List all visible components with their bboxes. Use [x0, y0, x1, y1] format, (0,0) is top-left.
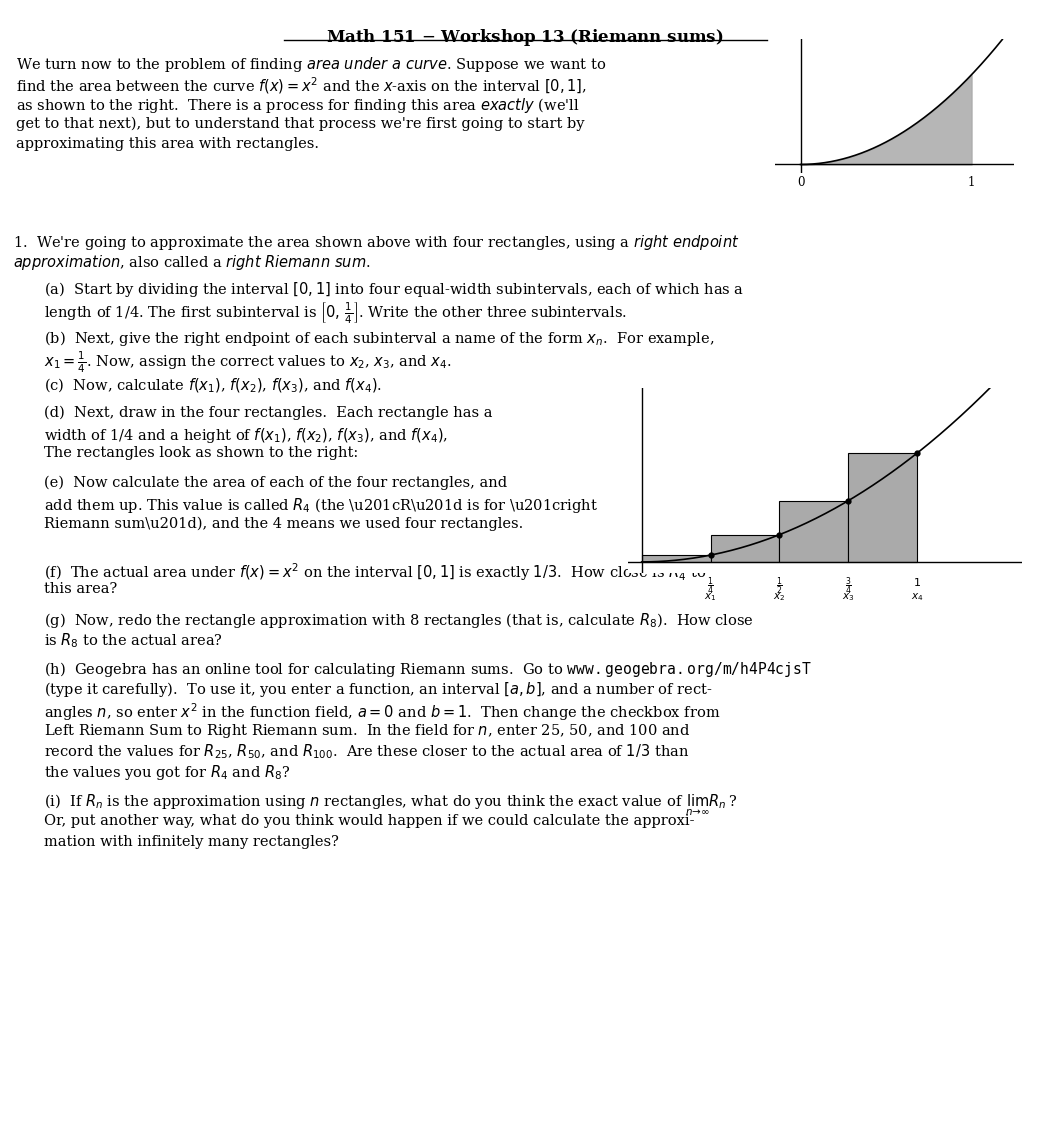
- Text: $x_4$: $x_4$: [910, 591, 923, 604]
- Text: get to that next), but to understand that process we're first going to start by: get to that next), but to understand tha…: [16, 116, 584, 131]
- Text: Left Riemann Sum to Right Riemann sum.  In the field for $n$, enter 25, 50, and : Left Riemann Sum to Right Riemann sum. I…: [44, 721, 691, 739]
- Text: (f)  The actual area under $f(x) = x^2$ on the interval $[0, 1]$ is exactly $1/3: (f) The actual area under $f(x) = x^2$ o…: [44, 561, 707, 583]
- Text: (g)  Now, redo the rectangle approximation with 8 rectangles (that is, calculate: (g) Now, redo the rectangle approximatio…: [44, 610, 754, 630]
- Text: $\mathit{approximation}$, also called a $\mathit{right\ Riemann\ sum}$.: $\mathit{approximation}$, also called a …: [13, 253, 371, 273]
- Text: $x_1$: $x_1$: [705, 591, 717, 604]
- Text: the values you got for $R_4$ and $R_8$?: the values you got for $R_4$ and $R_8$?: [44, 762, 291, 782]
- Text: width of 1/4 and a height of $f(x_1)$, $f(x_2)$, $f(x_3)$, and $f(x_4)$,: width of 1/4 and a height of $f(x_1)$, $…: [44, 426, 448, 445]
- Text: add them up. This value is called $R_4$ (the \u201cR\u201d is for \u201cright: add them up. This value is called $R_4$ …: [44, 495, 598, 515]
- Bar: [642, 556, 711, 561]
- Text: length of 1/4. The first subinterval is $\left[0,\, \frac{1}{4}\right]$. Write t: length of 1/4. The first subinterval is …: [44, 300, 627, 326]
- Text: mation with infinitely many rectangles?: mation with infinitely many rectangles?: [44, 834, 339, 849]
- Bar: [848, 453, 917, 561]
- Text: Riemann sum\u201d), and the 4 means we used four rectangles.: Riemann sum\u201d), and the 4 means we u…: [44, 516, 523, 531]
- Text: (h)  Geogebra has an online tool for calculating Riemann sums.  Go to $\mathtt{w: (h) Geogebra has an online tool for calc…: [44, 659, 812, 679]
- Text: We turn now to the problem of finding $\mathit{area\ under\ a\ curve}$. Suppose : We turn now to the problem of finding $\…: [16, 55, 606, 74]
- Bar: [711, 535, 779, 561]
- Text: record the values for $R_{25}$, $R_{50}$, and $R_{100}$.  Are these closer to th: record the values for $R_{25}$, $R_{50}$…: [44, 742, 690, 761]
- Text: $x_1 = \frac{1}{4}$. Now, assign the correct values to $x_2$, $x_3$, and $x_4$.: $x_1 = \frac{1}{4}$. Now, assign the cor…: [44, 350, 452, 375]
- Text: this area?: this area?: [44, 582, 118, 596]
- Text: $x_3$: $x_3$: [842, 591, 855, 604]
- Text: (d)  Next, draw in the four rectangles.  Each rectangle has a: (d) Next, draw in the four rectangles. E…: [44, 405, 492, 420]
- Text: $x_2$: $x_2$: [773, 591, 785, 604]
- Text: (i)  If $R_n$ is the approximation using $n$ rectangles, what do you think the e: (i) If $R_n$ is the approximation using …: [44, 793, 737, 818]
- Text: (e)  Now calculate the area of each of the four rectangles, and: (e) Now calculate the area of each of th…: [44, 475, 507, 489]
- Text: (a)  Start by dividing the interval $[0, 1]$ into four equal-width subintervals,: (a) Start by dividing the interval $[0, …: [44, 280, 744, 299]
- Bar: [779, 501, 848, 561]
- Text: (c)  Now, calculate $f(x_1)$, $f(x_2)$, $f(x_3)$, and $f(x_4)$.: (c) Now, calculate $f(x_1)$, $f(x_2)$, $…: [44, 377, 382, 395]
- Text: find the area between the curve $f(x) = x^2$ and the $x$-axis on the interval $[: find the area between the curve $f(x) = …: [16, 75, 587, 96]
- Text: is $R_8$ to the actual area?: is $R_8$ to the actual area?: [44, 631, 223, 650]
- Text: approximating this area with rectangles.: approximating this area with rectangles.: [16, 137, 319, 151]
- Text: Math 151 $-$ Workshop 13 (Riemann sums): Math 151 $-$ Workshop 13 (Riemann sums): [327, 27, 723, 48]
- Text: angles $n$, so enter $x^2$ in the function field, $a = 0$ and $b = 1$.  Then cha: angles $n$, so enter $x^2$ in the functi…: [44, 701, 720, 722]
- Text: as shown to the right.  There is a process for finding this area $\mathit{exactl: as shown to the right. There is a proces…: [16, 96, 580, 115]
- Text: (b)  Next, give the right endpoint of each subinterval a name of the form $x_n$.: (b) Next, give the right endpoint of eac…: [44, 330, 715, 348]
- Text: Or, put another way, what do you think would happen if we could calculate the ap: Or, put another way, what do you think w…: [44, 814, 695, 828]
- Text: 1.  We're going to approximate the area shown above with four rectangles, using : 1. We're going to approximate the area s…: [13, 233, 739, 252]
- Text: (type it carefully).  To use it, you enter a function, an interval $[a, b]$, and: (type it carefully). To use it, you ente…: [44, 680, 713, 699]
- Text: The rectangles look as shown to the right:: The rectangles look as shown to the righ…: [44, 446, 358, 460]
